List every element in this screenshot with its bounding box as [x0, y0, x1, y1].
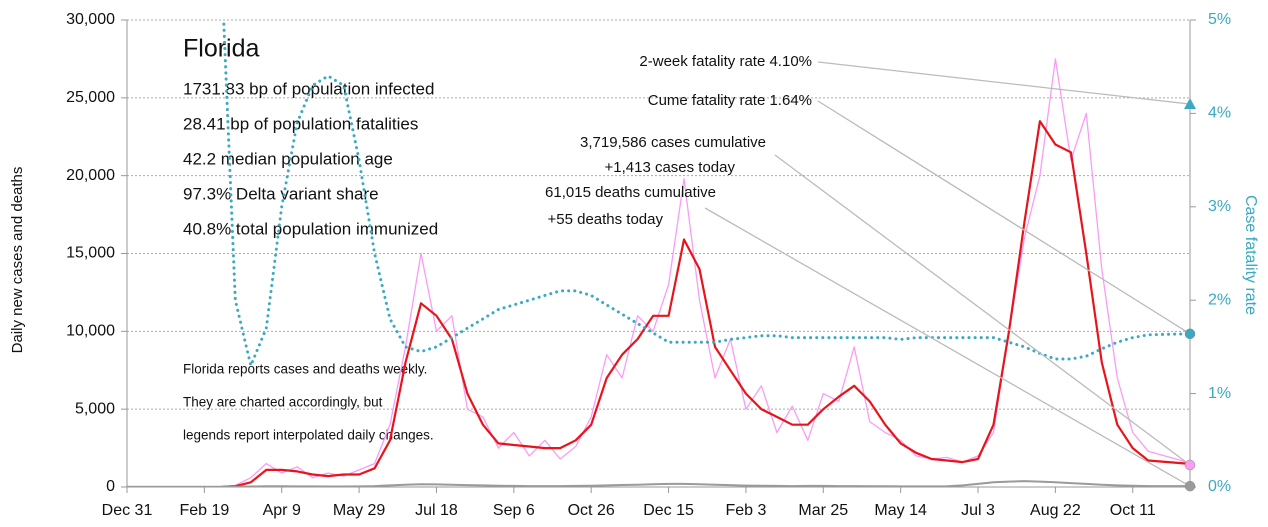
callout-text: 3,719,586 cases cumulative	[580, 134, 766, 151]
x-tick-label: Jul 18	[415, 502, 458, 519]
callout-marker	[1184, 480, 1196, 492]
note-line: legends report interpolated daily change…	[183, 428, 434, 443]
callout-text: Cume fatality rate 1.64%	[648, 92, 812, 109]
y-tick-label: 25,000	[66, 89, 115, 106]
callout-text: +55 deaths today	[547, 211, 663, 228]
info-line: 28.41 bp of population fatalities	[183, 114, 418, 133]
x-tick-label: Feb 19	[179, 502, 229, 519]
y2-tick-label: 0%	[1208, 478, 1231, 495]
callout-leader	[774, 154, 1191, 466]
callout-text: 2-week fatality rate 4.10%	[639, 53, 812, 70]
x-tick-label: Oct 26	[568, 502, 615, 519]
y2-tick-label: 5%	[1208, 11, 1231, 28]
x-tick-label: May 29	[333, 502, 386, 519]
info-line: 42.2 median population age	[183, 149, 393, 168]
callout-marker	[1184, 98, 1196, 110]
x-tick-label: Apr 9	[263, 502, 301, 519]
series-line	[222, 20, 1189, 368]
callout-text: 61,015 deaths cumulative	[545, 184, 716, 201]
y-axis-title: Daily new cases and deaths	[9, 167, 26, 354]
y-tick-label: 15,000	[66, 245, 115, 262]
info-line: 40.8% total population immunized	[183, 219, 438, 238]
y2-tick-label: 3%	[1208, 198, 1231, 215]
y2-axis-title: Case fatality rate	[1242, 195, 1259, 315]
y-tick-label: 0	[106, 478, 115, 495]
x-tick-label: Dec 15	[643, 502, 694, 519]
callout-marker	[1184, 328, 1196, 340]
y2-tick-label: 1%	[1208, 385, 1231, 402]
y-tick-label: 10,000	[66, 323, 115, 340]
note-line: They are charted accordingly, but	[183, 395, 383, 410]
info-title: Florida	[183, 35, 260, 63]
x-tick-label: Feb 3	[725, 502, 766, 519]
info-line: 1731.83 bp of population infected	[183, 79, 434, 98]
series-line	[127, 58, 1188, 487]
x-tick-label: Sep 6	[493, 502, 535, 519]
note-line: Florida reports cases and deaths weekly.	[183, 362, 427, 377]
callout-marker	[1184, 459, 1196, 471]
y-tick-label: 30,000	[66, 11, 115, 28]
y-tick-label: 20,000	[66, 167, 115, 184]
x-tick-label: Mar 25	[798, 502, 848, 519]
series-line	[127, 480, 1187, 487]
y2-tick-label: 4%	[1208, 105, 1231, 122]
callout-text: +1,413 cases today	[604, 159, 735, 176]
y2-tick-label: 2%	[1208, 291, 1231, 308]
info-line: 97.3% Delta variant share	[183, 184, 379, 203]
x-tick-label: Oct 11	[1110, 502, 1156, 519]
callout-leader	[817, 61, 1191, 105]
x-tick-label: Aug 22	[1030, 502, 1081, 519]
x-tick-label: Jul 3	[961, 502, 995, 519]
plot-area	[127, 20, 1189, 487]
x-tick-label: May 14	[874, 502, 927, 519]
y-tick-label: 5,000	[75, 400, 115, 417]
callout-leader	[817, 100, 1191, 335]
x-tick-label: Dec 31	[102, 502, 153, 519]
callout-leader	[704, 207, 1191, 487]
